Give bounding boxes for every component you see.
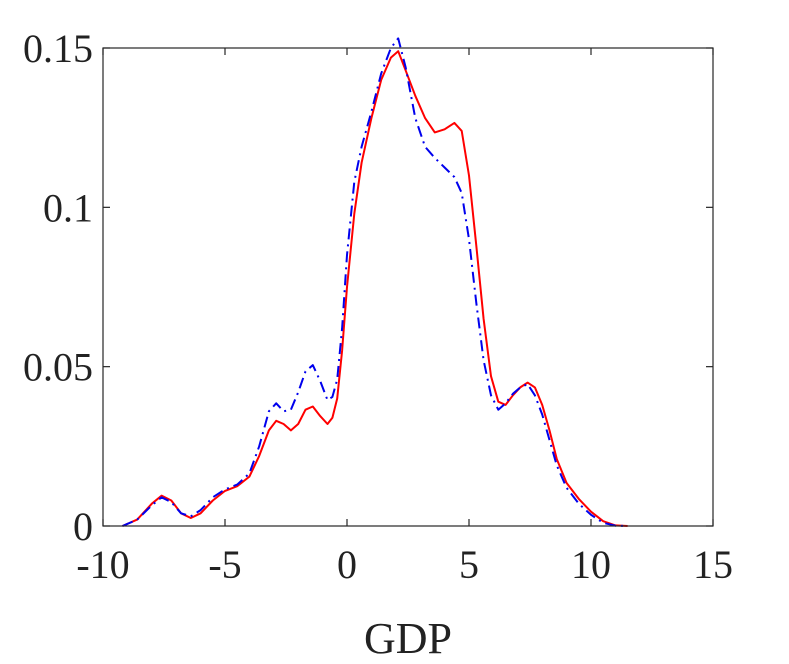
y-tick-label: 0.05 [23,345,93,390]
x-tick-label: -10 [76,542,129,587]
series-layer [122,37,628,527]
y-tick-label: 0 [73,504,93,549]
plot-frame [102,47,714,527]
x-tick-label: 0 [337,542,357,587]
x-tick-label: 15 [693,542,733,587]
y-tick-label: 0.15 [23,26,93,71]
series-line-blue-dashdot [122,37,628,527]
x-tick-label: 10 [571,542,611,587]
tick-layer: -10 -5 0 5 10 15 0 0.05 0.1 0.15 [23,26,733,587]
series-line-red-solid [122,50,628,527]
x-axis-title: GDP [364,614,452,663]
x-tick-label: 5 [459,542,479,587]
y-tick-label: 0.1 [43,185,93,230]
x-tick-label: -5 [208,542,241,587]
